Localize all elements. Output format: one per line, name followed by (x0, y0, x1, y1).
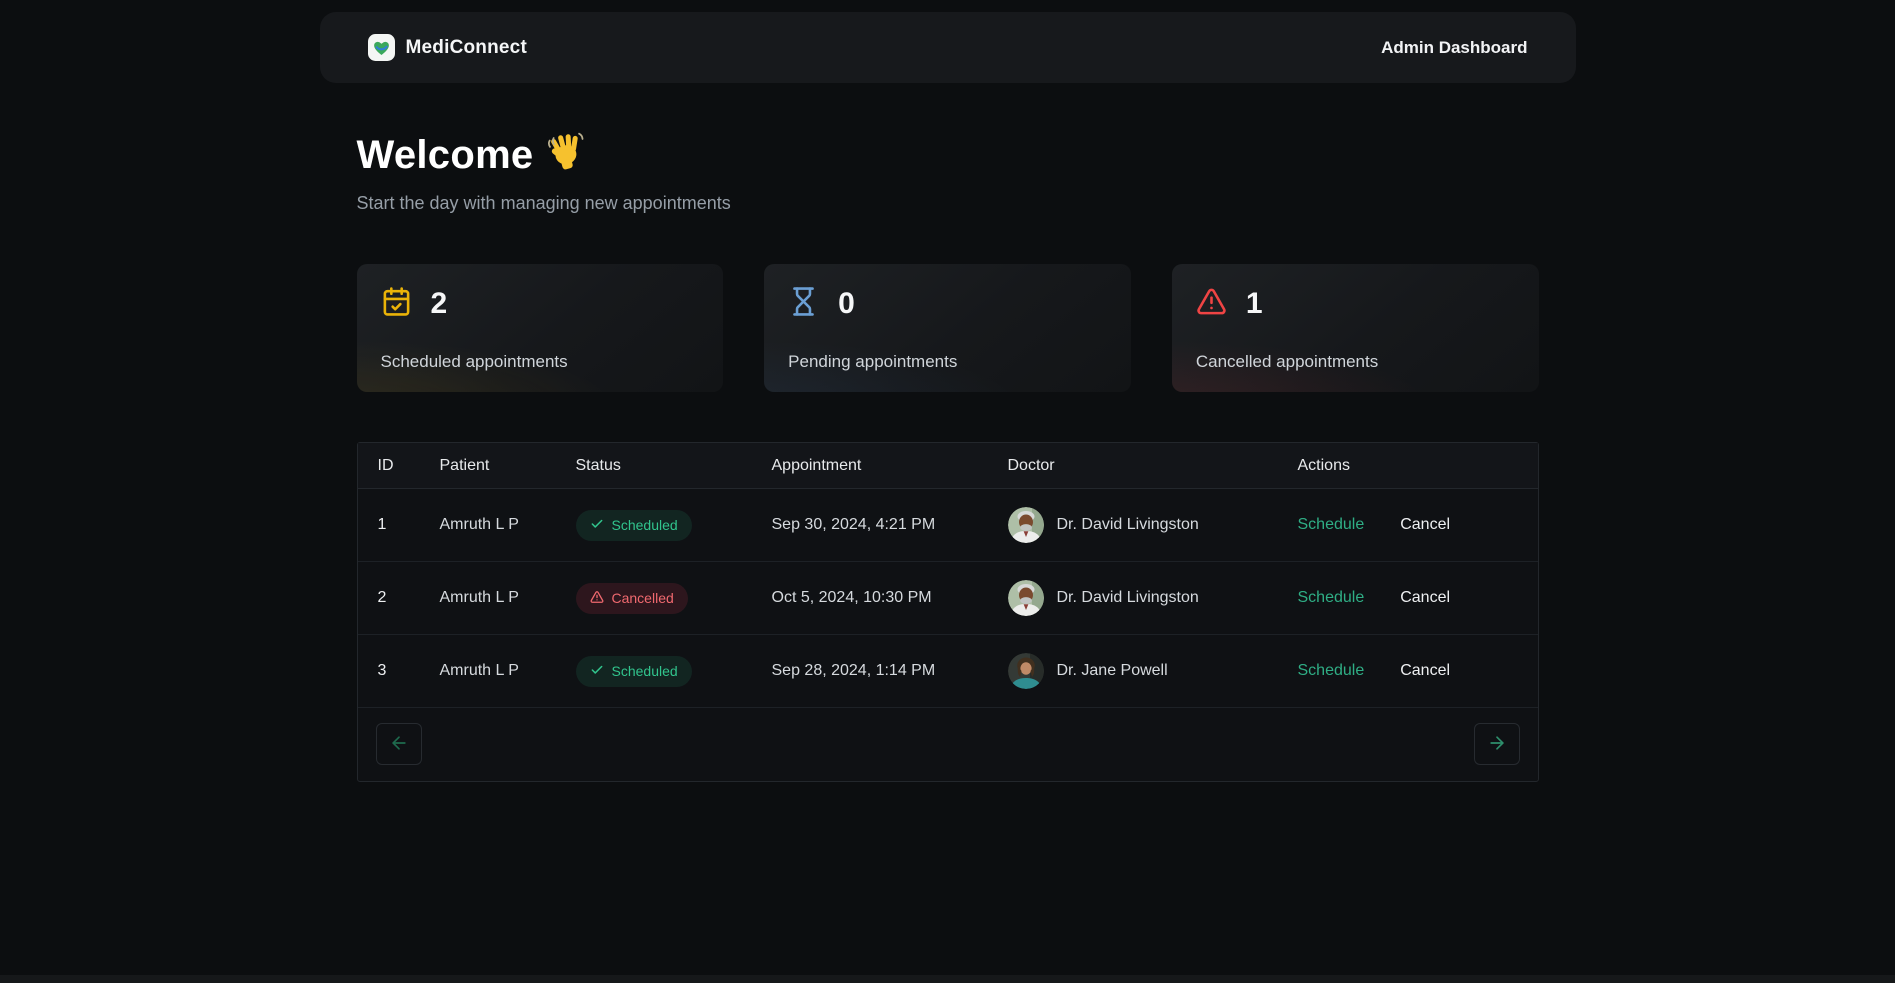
cell-actions: Schedule Cancel (1298, 662, 1518, 680)
cell-patient: Amruth L P (440, 662, 576, 680)
stat-value-cancelled: 1 (1246, 287, 1263, 321)
doctor-name: Dr. Jane Powell (1057, 662, 1168, 680)
cell-doctor: Dr. David Livingston (1008, 507, 1298, 543)
waving-hand-icon (546, 129, 588, 181)
table-row: 1 Amruth L P Scheduled Sep 30, 2024, 4:2… (358, 489, 1538, 562)
brand-name: MediConnect (406, 37, 527, 59)
cell-appointment: Oct 5, 2024, 10:30 PM (772, 589, 1008, 607)
next-page-button[interactable] (1474, 723, 1520, 765)
cell-id: 2 (378, 589, 440, 607)
cell-status: Scheduled (576, 656, 772, 687)
page-title: Welcome (357, 129, 1539, 181)
welcome-section: Welcome (357, 129, 1539, 214)
cell-id: 1 (378, 516, 440, 534)
cancel-button[interactable]: Cancel (1400, 662, 1450, 680)
welcome-text: Welcome (357, 133, 534, 178)
check-icon (590, 517, 604, 534)
cell-patient: Amruth L P (440, 516, 576, 534)
welcome-subtitle: Start the day with managing new appointm… (357, 193, 1539, 214)
cell-status: Cancelled (576, 583, 772, 614)
status-badge: Scheduled (576, 656, 692, 687)
col-header-doctor: Doctor (1008, 457, 1298, 475)
stat-card-cancelled: 1 Cancelled appointments (1172, 264, 1539, 392)
nav-admin-dashboard[interactable]: Admin Dashboard (1381, 38, 1527, 57)
stat-label-cancelled: Cancelled appointments (1196, 352, 1515, 372)
doctor-avatar (1008, 580, 1044, 616)
status-badge: Scheduled (576, 510, 692, 541)
cell-doctor: Dr. David Livingston (1008, 580, 1298, 616)
stat-card-pending: 0 Pending appointments (764, 264, 1131, 392)
status-badge: Cancelled (576, 583, 688, 614)
triangle-alert-icon (1196, 286, 1227, 322)
cell-doctor: Dr. Jane Powell (1008, 653, 1298, 689)
schedule-button[interactable]: Schedule (1298, 662, 1365, 680)
stat-value-pending: 0 (838, 287, 855, 321)
col-header-status: Status (576, 457, 772, 475)
cell-patient: Amruth L P (440, 589, 576, 607)
cell-id: 3 (378, 662, 440, 680)
arrow-left-icon (389, 733, 409, 756)
doctor-avatar (1008, 507, 1044, 543)
hourglass-icon (788, 286, 819, 322)
top-nav-bar: MediConnect Admin Dashboard (320, 12, 1576, 83)
col-header-actions: Actions (1298, 457, 1518, 475)
stats-row: 2 Scheduled appointments 0 Pending appoi… (357, 264, 1539, 392)
status-label: Scheduled (612, 663, 678, 679)
col-header-id: ID (378, 457, 440, 475)
table-row: 3 Amruth L P Scheduled Sep 28, 2024, 1:1… (358, 635, 1538, 708)
arrow-right-icon (1487, 733, 1507, 756)
stat-card-scheduled: 2 Scheduled appointments (357, 264, 724, 392)
brand[interactable]: MediConnect (368, 34, 527, 61)
stat-label-scheduled: Scheduled appointments (381, 352, 700, 372)
schedule-button[interactable]: Schedule (1298, 589, 1365, 607)
pagination (358, 708, 1538, 781)
status-label: Cancelled (612, 590, 674, 606)
mediconnect-logo-icon (368, 34, 395, 61)
table-row: 2 Amruth L P Cancelled Oct 5, 2024, 10:3… (358, 562, 1538, 635)
stat-value-scheduled: 2 (431, 287, 448, 321)
cell-appointment: Sep 28, 2024, 1:14 PM (772, 662, 1008, 680)
calendar-check-icon (381, 286, 412, 322)
table-header-row: ID Patient Status Appointment Doctor Act… (358, 443, 1538, 489)
check-icon (590, 663, 604, 680)
cell-status: Scheduled (576, 510, 772, 541)
cell-actions: Schedule Cancel (1298, 589, 1518, 607)
appointments-table: ID Patient Status Appointment Doctor Act… (357, 442, 1539, 782)
cell-appointment: Sep 30, 2024, 4:21 PM (772, 516, 1008, 534)
col-header-appointment: Appointment (772, 457, 1008, 475)
schedule-button[interactable]: Schedule (1298, 516, 1365, 534)
stat-label-pending: Pending appointments (788, 352, 1107, 372)
triangle-alert-icon (590, 590, 604, 607)
cancel-button[interactable]: Cancel (1400, 589, 1450, 607)
doctor-avatar (1008, 653, 1044, 689)
prev-page-button[interactable] (376, 723, 422, 765)
window-bottom-edge (0, 975, 1895, 983)
col-header-patient: Patient (440, 457, 576, 475)
cancel-button[interactable]: Cancel (1400, 516, 1450, 534)
doctor-name: Dr. David Livingston (1057, 516, 1199, 534)
status-label: Scheduled (612, 517, 678, 533)
doctor-name: Dr. David Livingston (1057, 589, 1199, 607)
cell-actions: Schedule Cancel (1298, 516, 1518, 534)
